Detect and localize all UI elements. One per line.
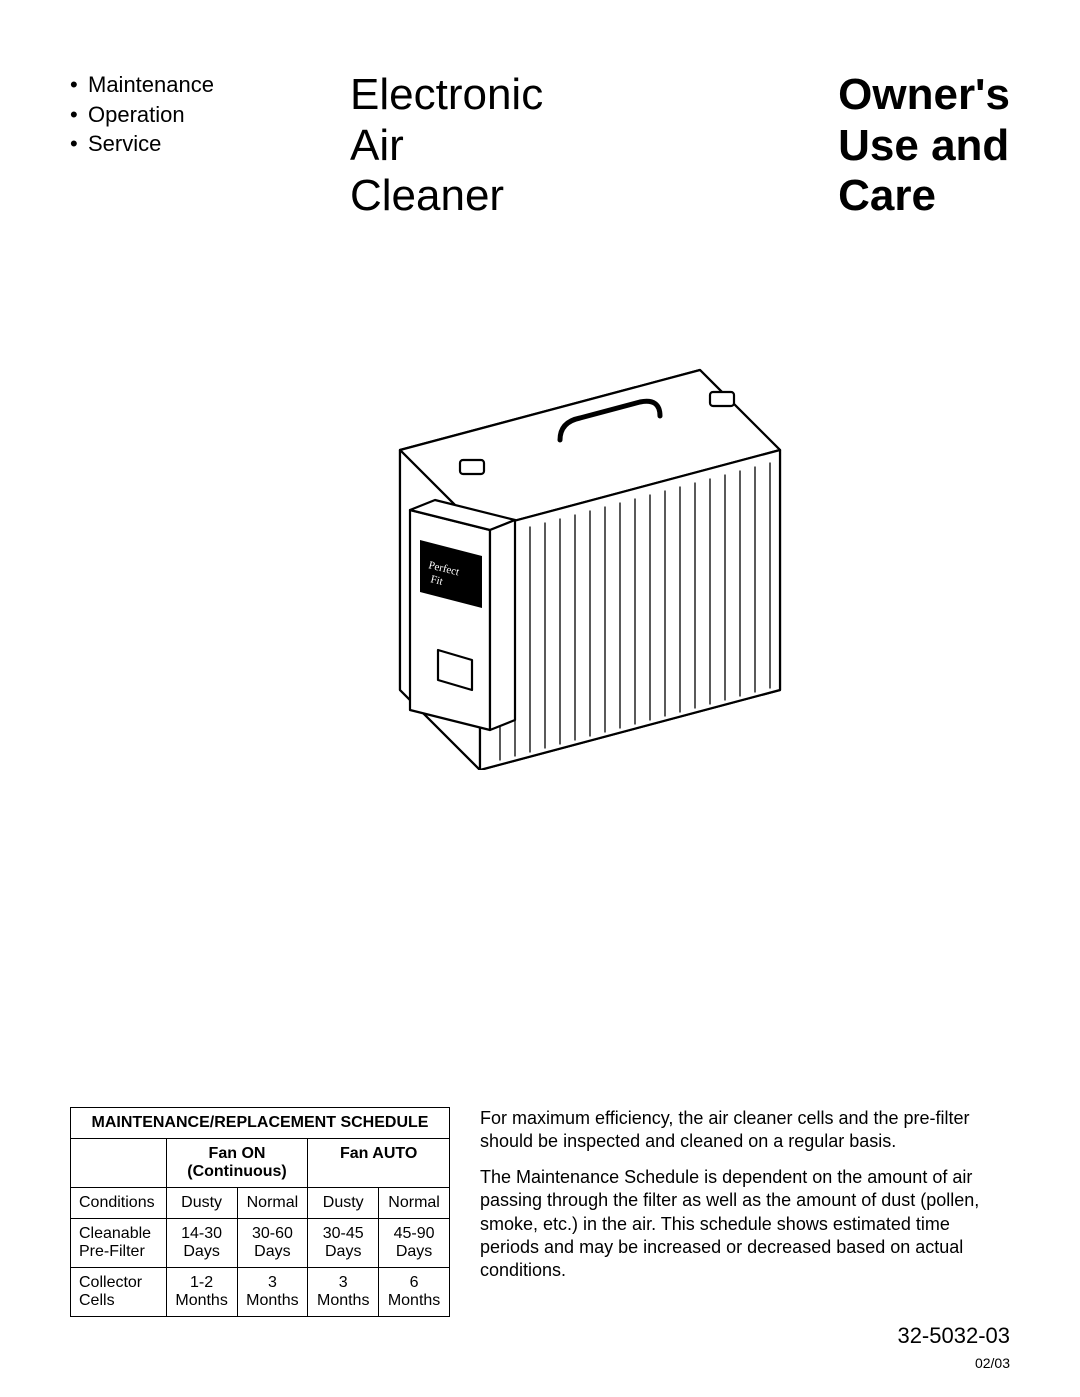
table-row: Cleanable Pre-Filter 14-30 Days 30-60 Da… <box>71 1219 450 1268</box>
bullet-icon: • <box>70 70 88 100</box>
bullet-label: Service <box>88 129 161 159</box>
paragraph: The Maintenance Schedule is dependent on… <box>480 1166 1010 1283</box>
bullet-label: Operation <box>88 100 185 130</box>
table-cell: 30-45 Days <box>308 1219 379 1268</box>
document-page: • Maintenance • Operation • Service Elec… <box>0 0 1080 1397</box>
bullet-list: • Maintenance • Operation • Service <box>70 70 310 159</box>
table-cell: 30-60 Days <box>237 1219 308 1268</box>
table-cell: Collector Cells <box>71 1268 167 1317</box>
bottom-section: MAINTENANCE/REPLACEMENT SCHEDULE Fan ON … <box>70 1107 1010 1317</box>
table-subheader: Dusty <box>308 1188 379 1219</box>
table-cell: 45-90 Days <box>379 1219 450 1268</box>
table-cell: 1-2 Months <box>166 1268 237 1317</box>
table-cell: 3 Months <box>308 1268 379 1317</box>
table-row: Collector Cells 1-2 Months 3 Months 3 Mo… <box>71 1268 450 1317</box>
table-cell: 3 Months <box>237 1268 308 1317</box>
title-line: Owner's <box>838 70 1010 121</box>
list-item: • Operation <box>70 100 310 130</box>
bullet-icon: • <box>70 129 88 159</box>
product-illustration: Perfect Fit <box>0 330 1080 770</box>
paragraph: For maximum efficiency, the air cleaner … <box>480 1107 1010 1154</box>
table-subheader: Normal <box>379 1188 450 1219</box>
title-line: Care <box>838 171 1010 222</box>
list-item: • Maintenance <box>70 70 310 100</box>
title-line: Electronic <box>350 70 650 121</box>
table-title: MAINTENANCE/REPLACEMENT SCHEDULE <box>71 1108 450 1139</box>
maintenance-table: MAINTENANCE/REPLACEMENT SCHEDULE Fan ON … <box>70 1107 450 1317</box>
body-text: For maximum efficiency, the air cleaner … <box>480 1107 1010 1295</box>
table-cell: 6 Months <box>379 1268 450 1317</box>
bullet-icon: • <box>70 100 88 130</box>
title-line: Use and <box>838 121 1010 172</box>
table-subheader: Conditions <box>71 1188 167 1219</box>
table-header: Fan ON (Continuous) <box>166 1139 308 1188</box>
document-date: 02/03 <box>975 1355 1010 1371</box>
title-line: Air <box>350 121 650 172</box>
list-item: • Service <box>70 129 310 159</box>
header-row: • Maintenance • Operation • Service Elec… <box>70 70 1010 222</box>
document-number: 32-5032-03 <box>897 1323 1010 1349</box>
table-header: Fan AUTO <box>308 1139 450 1188</box>
title-right: Owner's Use and Care <box>838 70 1010 222</box>
air-cleaner-icon: Perfect Fit <box>260 330 820 770</box>
table-header-blank <box>71 1139 167 1188</box>
title-middle: Electronic Air Cleaner <box>350 70 650 222</box>
bullet-label: Maintenance <box>88 70 214 100</box>
table-subheader: Dusty <box>166 1188 237 1219</box>
table-cell: Cleanable Pre-Filter <box>71 1219 167 1268</box>
title-line: Cleaner <box>350 171 650 222</box>
table-subheader: Normal <box>237 1188 308 1219</box>
table-cell: 14-30 Days <box>166 1219 237 1268</box>
